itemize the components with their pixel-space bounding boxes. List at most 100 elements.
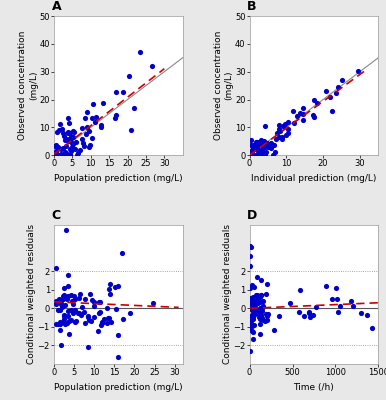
Point [268, 140, 274, 146]
Text: C: C [51, 209, 61, 222]
Point [323, 283, 329, 290]
Point [369, 324, 375, 331]
Point [254, 139, 260, 146]
Point [271, 152, 277, 158]
Point [262, 318, 268, 324]
Point [247, 243, 253, 249]
Point [323, 88, 329, 94]
Y-axis label: Observed concentration
(mg/L): Observed concentration (mg/L) [19, 31, 38, 140]
Point [64, 308, 71, 314]
Point [261, 303, 267, 309]
Point [248, 244, 254, 250]
Point [337, 302, 343, 309]
Point [300, 117, 306, 124]
Point [327, 94, 333, 101]
Point [74, 150, 81, 156]
Point [263, 291, 269, 298]
Point [68, 148, 74, 154]
Point [64, 320, 70, 326]
Point [56, 327, 63, 333]
Point [296, 109, 303, 116]
Point [350, 303, 356, 309]
Point [354, 68, 361, 74]
Point [64, 296, 70, 302]
Point [284, 126, 291, 132]
Point [311, 97, 317, 104]
Point [250, 294, 256, 301]
Point [53, 142, 59, 148]
Point [265, 144, 271, 150]
Point [89, 134, 95, 141]
Point [86, 144, 92, 150]
Point [87, 291, 93, 298]
Point [257, 298, 263, 305]
Point [58, 301, 64, 307]
Point [70, 133, 76, 140]
Point [248, 152, 254, 158]
Point [254, 308, 260, 314]
Point [276, 122, 282, 129]
Point [84, 124, 90, 130]
Point [53, 265, 59, 271]
Point [56, 152, 62, 158]
Point [90, 101, 96, 108]
Point [61, 133, 67, 139]
Point [258, 292, 264, 298]
Point [329, 108, 335, 115]
Point [249, 336, 256, 342]
Point [62, 302, 68, 308]
Point [249, 298, 255, 305]
Point [81, 309, 87, 316]
Point [88, 318, 94, 324]
Point [57, 152, 63, 158]
Point [251, 329, 257, 335]
Point [115, 283, 121, 289]
Point [107, 280, 113, 287]
Point [254, 146, 260, 152]
Point [53, 300, 59, 306]
Point [271, 327, 277, 333]
Point [259, 297, 266, 304]
Point [334, 308, 340, 315]
Point [76, 295, 82, 302]
Point [149, 63, 155, 70]
Point [313, 100, 320, 106]
Point [267, 141, 273, 147]
Point [80, 140, 86, 146]
Point [348, 298, 354, 304]
Point [262, 123, 268, 130]
Point [306, 309, 312, 316]
Point [52, 143, 58, 150]
Point [254, 145, 260, 152]
Point [115, 353, 122, 360]
Point [53, 152, 59, 158]
Point [296, 309, 302, 316]
Point [55, 152, 61, 158]
Point [106, 314, 112, 321]
Point [58, 146, 64, 152]
Point [59, 304, 65, 310]
Point [85, 312, 91, 319]
Point [251, 142, 257, 148]
Point [62, 321, 68, 327]
Point [254, 293, 260, 299]
Point [247, 317, 253, 324]
Point [99, 320, 105, 326]
Point [150, 300, 156, 307]
Point [66, 331, 72, 337]
Point [69, 298, 75, 304]
Point [283, 132, 290, 138]
Point [250, 143, 256, 150]
Point [258, 277, 264, 283]
Point [256, 307, 262, 314]
Point [256, 314, 262, 320]
Point [257, 316, 263, 323]
Point [60, 130, 66, 136]
Point [248, 295, 254, 302]
Point [247, 317, 253, 323]
Point [252, 304, 258, 311]
Point [256, 141, 262, 148]
Point [60, 145, 66, 151]
Point [251, 152, 257, 158]
Point [272, 149, 278, 155]
